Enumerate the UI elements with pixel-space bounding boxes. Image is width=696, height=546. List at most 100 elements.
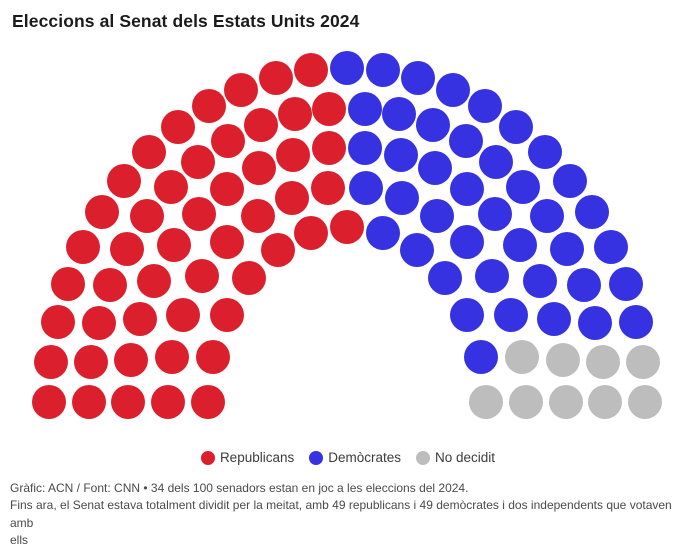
seat-dot-democrates <box>506 170 541 205</box>
seat-dot-democrates <box>474 258 509 293</box>
seat-dot-republicans <box>34 344 69 379</box>
seat-dot-democrates <box>365 53 400 88</box>
seat-dot-republicans <box>181 197 216 232</box>
seat-dot-republicans <box>151 385 185 419</box>
seat-dot-democrates <box>450 297 485 332</box>
seat-dot-republicans <box>157 228 192 263</box>
seat-dot-republicans <box>84 195 119 230</box>
seat-dot-democrates <box>385 180 420 215</box>
footnote-context-line-wrap: ells <box>10 532 29 546</box>
legend-dot-no-decidit-icon <box>416 450 431 465</box>
seat-dot-democrates <box>478 144 513 179</box>
seat-dot-no_decidit <box>505 340 540 375</box>
seat-dot-democrates <box>499 110 534 145</box>
seat-dot-republicans <box>311 171 346 206</box>
seat-dot-republicans <box>277 97 312 132</box>
seat-dot-republicans <box>72 385 106 419</box>
seat-dot-republicans <box>191 385 225 419</box>
seat-dot-republicans <box>81 305 116 340</box>
seat-dot-republicans <box>243 107 278 142</box>
seat-dot-republicans <box>274 180 309 215</box>
seat-dot-democrates <box>464 339 499 374</box>
seat-dot-democrates <box>530 199 565 234</box>
seat-dot-democrates <box>449 171 484 206</box>
seat-dot-democrates <box>428 261 463 296</box>
seat-dot-republicans <box>312 91 347 126</box>
seat-dot-democrates <box>365 215 400 250</box>
seat-dot-republicans <box>209 297 244 332</box>
seat-dot-democrates <box>449 225 484 260</box>
seat-dot-no_decidit <box>625 344 660 379</box>
seat-dot-republicans <box>109 232 144 267</box>
seat-dot-democrates <box>553 163 588 198</box>
seat-dot-republicans <box>74 344 109 379</box>
seat-dot-republicans <box>132 134 167 169</box>
seat-dot-republicans <box>153 170 188 205</box>
legend-dot-republicans-icon <box>200 450 215 465</box>
seat-dot-republicans <box>294 53 329 88</box>
seat-dot-no_decidit <box>546 343 580 378</box>
seat-dot-republicans <box>240 198 275 233</box>
seat-dot-republicans <box>311 130 346 165</box>
seat-dot-democrates <box>419 198 454 233</box>
seat-dot-republicans <box>154 340 189 375</box>
seat-dot-republicans <box>242 151 277 186</box>
seat-dot-republicans <box>195 339 230 374</box>
seat-dot-republicans <box>224 72 259 107</box>
seat-dot-democrates <box>619 305 654 340</box>
seat-dot-democrates <box>416 107 451 142</box>
seat-dot-republicans <box>137 263 172 298</box>
seat-dot-republicans <box>181 144 216 179</box>
seat-dot-democrates <box>330 51 364 85</box>
seat-dot-republicans <box>32 385 66 419</box>
seat-dot-democrates <box>347 91 382 126</box>
seat-dot-republicans <box>40 305 75 340</box>
seat-dot-republicans <box>276 137 311 172</box>
seat-dot-republicans <box>160 110 195 145</box>
seat-dot-republicans <box>185 258 220 293</box>
chart-legend: Republicans Demòcrates No decidit <box>0 450 696 465</box>
seat-dot-republicans <box>51 266 86 301</box>
seat-dot-no_decidit <box>509 385 543 419</box>
seat-dot-democrates <box>348 130 383 165</box>
legend-label-no-decidit: No decidit <box>435 450 496 465</box>
seat-dot-democrates <box>593 229 628 264</box>
footnote-context-line: Fins ara, el Senat estava totalment divi… <box>10 498 672 530</box>
seat-dot-republicans <box>111 385 145 419</box>
seat-dot-democrates <box>578 305 613 340</box>
seat-dot-democrates <box>468 89 503 124</box>
legend-item-democrates: Demòcrates <box>309 450 401 465</box>
seat-dot-democrates <box>401 60 436 95</box>
seat-dot-no_decidit <box>469 385 503 419</box>
seat-dot-republicans <box>330 210 364 244</box>
seat-dot-democrates <box>493 297 528 332</box>
seat-dot-republicans <box>210 225 245 260</box>
footnote-source-line: Gràfic: ACN / Font: CNN • 34 dels 100 se… <box>10 481 469 495</box>
seat-dot-no_decidit <box>628 385 662 419</box>
seat-dot-democrates <box>435 72 470 107</box>
legend-label-democrates: Demòcrates <box>328 450 402 465</box>
legend-dot-democrates-icon <box>309 450 324 465</box>
seat-dot-democrates <box>502 228 537 263</box>
legend-label-republicans: Republicans <box>219 450 295 465</box>
seat-dot-democrates <box>566 267 601 302</box>
seat-dot-democrates <box>478 197 513 232</box>
seat-dot-republicans <box>191 89 226 124</box>
seat-dot-republicans <box>210 171 245 206</box>
seat-dot-republicans <box>122 302 157 337</box>
seat-dot-no_decidit <box>588 385 622 419</box>
seat-dot-republicans <box>294 215 329 250</box>
seat-dot-no_decidit <box>549 385 583 419</box>
seat-dot-republicans <box>113 343 148 378</box>
seat-dot-republicans <box>66 229 101 264</box>
seat-dot-democrates <box>527 134 562 169</box>
seat-dot-democrates <box>382 97 417 132</box>
seat-dot-democrates <box>575 195 610 230</box>
seat-dot-democrates <box>550 232 585 267</box>
seat-dot-republicans <box>93 267 128 302</box>
page-title: Eleccions al Senat dels Estats Units 202… <box>12 11 360 31</box>
seat-dot-democrates <box>522 263 557 298</box>
seat-dot-republicans <box>258 60 293 95</box>
seat-dot-democrates <box>448 123 483 158</box>
